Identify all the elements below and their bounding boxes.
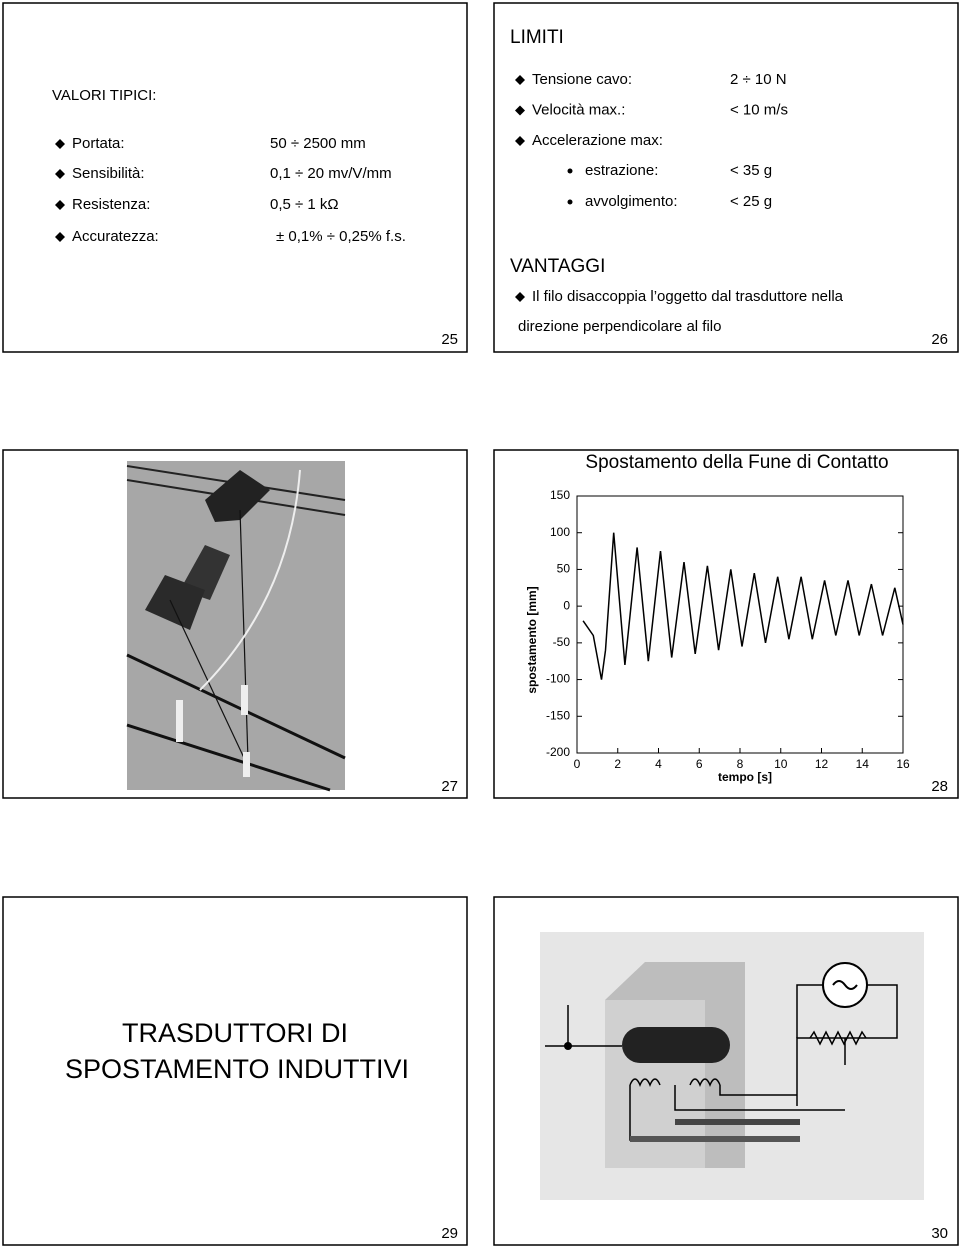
slide-number: 30	[931, 1225, 948, 1242]
slide-title: TRASDUTTORI DI	[122, 1018, 348, 1048]
item-label: Accuratezza:	[72, 228, 159, 245]
y-tick-label: 0	[563, 598, 570, 612]
photo	[126, 461, 346, 792]
slide-frame	[2, 2, 468, 353]
y-tick-label: 100	[550, 525, 570, 539]
y-axis-label: spostamento [mm]	[525, 586, 539, 693]
x-axis-label: tempo [s]	[718, 770, 772, 784]
subitem-label: estrazione:	[585, 162, 658, 179]
slide-frame	[2, 896, 468, 1246]
section-title: VANTAGGI	[510, 256, 605, 277]
item-value: 0,5 ÷ 1 kΩ	[270, 196, 339, 213]
x-tick-label: 12	[815, 757, 829, 771]
y-tick-label: 50	[557, 562, 571, 576]
slide-frame	[493, 896, 959, 1246]
item-value: ± 0,1% ÷ 0,25% f.s.	[276, 228, 406, 245]
bullet	[55, 169, 65, 179]
slide-frame	[493, 449, 959, 799]
item-value: 2 ÷ 10 N	[730, 71, 787, 88]
subitem-value: < 35 g	[730, 162, 772, 179]
slide-title: LIMITI	[510, 27, 564, 48]
slide-number: 27	[441, 778, 458, 795]
slide-title: SPOSTAMENTO INDUTTIVI	[65, 1054, 409, 1084]
item-value: < 10 m/s	[730, 101, 788, 118]
bullet	[55, 139, 65, 149]
y-tick-label: -50	[553, 635, 571, 649]
bullet	[55, 232, 65, 242]
x-tick-label: 6	[696, 757, 703, 771]
diagram	[540, 932, 924, 1200]
chart: 150 100 50 0 -50 -100 -150 -200 0 2 4 6 8 10 12 14 16	[546, 488, 910, 771]
subitem-label: avvolgimento:	[585, 193, 678, 210]
bullet	[515, 136, 525, 146]
bullet	[515, 75, 525, 85]
sub-bullet	[567, 168, 573, 174]
item-label: Portata:	[72, 135, 125, 152]
x-tick-label: 2	[614, 757, 621, 771]
x-tick-label: 14	[856, 757, 870, 771]
chart-title: Spostamento della Fune di Contatto	[585, 452, 888, 473]
item-label: Resistenza:	[72, 196, 150, 213]
data-line	[582, 532, 904, 680]
item-label: Accelerazione max:	[532, 132, 663, 149]
list: Tensione cavo: 2 ÷ 10 N Velocità max.: < 10…	[515, 71, 788, 210]
x-tick-label: 16	[896, 757, 910, 771]
slide-number: 25	[441, 331, 458, 348]
sub-bullet	[567, 199, 573, 205]
item-label: Tensione cavo:	[532, 71, 632, 88]
bullet	[55, 200, 65, 210]
item-value: 50 ÷ 2500 mm	[270, 135, 366, 152]
subitem-value: < 25 g	[730, 193, 772, 210]
paragraph: direzione perpendicolare al filo	[518, 318, 721, 335]
x-tick-label: 10	[774, 757, 788, 771]
y-tick-label: -100	[546, 672, 570, 686]
x-tick-label: 0	[574, 757, 581, 771]
item-label: Sensibilità:	[72, 165, 145, 182]
x-tick-label: 4	[655, 757, 662, 771]
item-label: Velocità max.:	[532, 101, 625, 118]
slide-number: 29	[441, 1225, 458, 1242]
paragraph: Il filo disaccoppia l’oggetto dal trasdu…	[532, 288, 844, 305]
slide-number: 28	[931, 778, 948, 795]
slide-number: 26	[931, 331, 948, 348]
plot-frame	[576, 495, 904, 754]
item-value: 0,1 ÷ 20 mv/V/mm	[270, 165, 392, 182]
y-tick-label: -200	[546, 745, 570, 759]
x-tick-label: 8	[737, 757, 744, 771]
y-tick-label: 150	[550, 488, 570, 502]
slide-title: VALORI TIPICI:	[52, 87, 156, 104]
bullet	[515, 105, 525, 116]
y-tick-label: -150	[546, 708, 570, 722]
slide-frame	[2, 449, 468, 799]
slide-frame	[493, 2, 959, 353]
list: Portata: 50 ÷ 2500 mm Sensibilità: 0,1 ÷ 20…	[55, 135, 406, 245]
bullet	[515, 292, 525, 302]
